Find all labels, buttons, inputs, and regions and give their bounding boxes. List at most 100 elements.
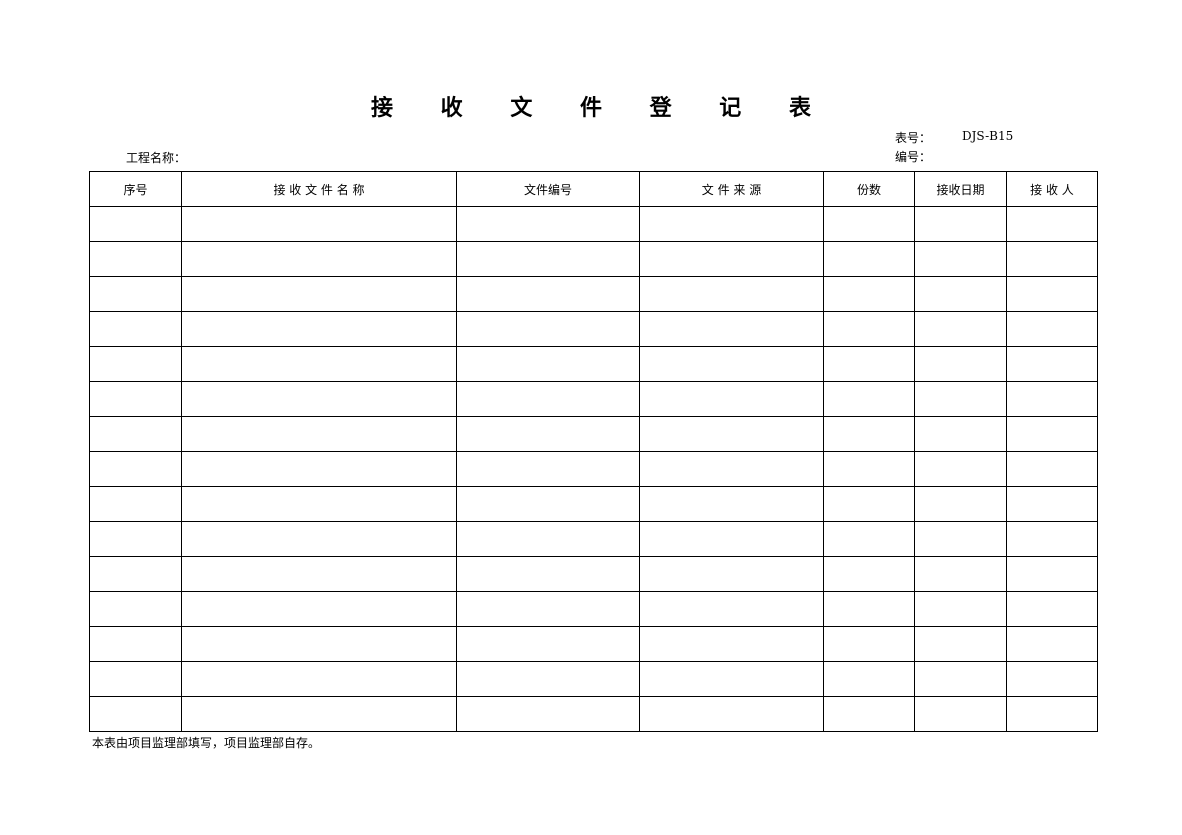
table-cell[interactable] xyxy=(89,451,182,487)
table-cell[interactable] xyxy=(639,381,824,417)
table-cell[interactable] xyxy=(181,451,457,487)
table-cell[interactable] xyxy=(1006,696,1098,732)
table-cell[interactable] xyxy=(914,556,1007,592)
table-cell[interactable] xyxy=(456,521,640,557)
table-cell[interactable] xyxy=(456,346,640,382)
table-cell[interactable] xyxy=(181,381,457,417)
table-cell[interactable] xyxy=(639,521,824,557)
table-cell[interactable] xyxy=(914,381,1007,417)
table-cell[interactable] xyxy=(639,416,824,452)
table-cell[interactable] xyxy=(181,661,457,697)
table-cell[interactable] xyxy=(89,486,182,522)
table-cell[interactable] xyxy=(823,311,915,347)
table-cell[interactable] xyxy=(914,346,1007,382)
table-cell[interactable] xyxy=(639,311,824,347)
table-cell[interactable] xyxy=(823,241,915,277)
table-cell[interactable] xyxy=(639,451,824,487)
table-cell[interactable] xyxy=(1006,591,1098,627)
table-cell[interactable] xyxy=(89,661,182,697)
table-cell[interactable] xyxy=(914,276,1007,312)
table-cell[interactable] xyxy=(823,486,915,522)
table-cell[interactable] xyxy=(181,521,457,557)
table-cell[interactable] xyxy=(823,521,915,557)
table-cell[interactable] xyxy=(1006,521,1098,557)
table-cell[interactable] xyxy=(639,626,824,662)
table-cell[interactable] xyxy=(456,311,640,347)
table-cell[interactable] xyxy=(181,696,457,732)
table-cell[interactable] xyxy=(1006,416,1098,452)
table-cell[interactable] xyxy=(181,416,457,452)
table-cell[interactable] xyxy=(639,591,824,627)
table-cell[interactable] xyxy=(1006,486,1098,522)
table-cell[interactable] xyxy=(914,696,1007,732)
table-cell[interactable] xyxy=(89,381,182,417)
table-cell[interactable] xyxy=(639,556,824,592)
table-cell[interactable] xyxy=(1006,346,1098,382)
table-cell[interactable] xyxy=(914,451,1007,487)
table-cell[interactable] xyxy=(1006,661,1098,697)
table-cell[interactable] xyxy=(456,556,640,592)
table-cell[interactable] xyxy=(823,206,915,242)
table-cell[interactable] xyxy=(823,591,915,627)
table-cell[interactable] xyxy=(89,206,182,242)
table-cell[interactable] xyxy=(89,521,182,557)
table-cell[interactable] xyxy=(456,206,640,242)
table-cell[interactable] xyxy=(823,346,915,382)
table-cell[interactable] xyxy=(456,486,640,522)
table-cell[interactable] xyxy=(823,381,915,417)
table-cell[interactable] xyxy=(181,241,457,277)
table-cell[interactable] xyxy=(823,276,915,312)
table-cell[interactable] xyxy=(914,311,1007,347)
table-cell[interactable] xyxy=(1006,311,1098,347)
table-cell[interactable] xyxy=(823,626,915,662)
table-cell[interactable] xyxy=(181,626,457,662)
table-cell[interactable] xyxy=(456,416,640,452)
table-cell[interactable] xyxy=(89,416,182,452)
table-cell[interactable] xyxy=(181,486,457,522)
table-cell[interactable] xyxy=(89,626,182,662)
table-cell[interactable] xyxy=(89,556,182,592)
table-cell[interactable] xyxy=(914,206,1007,242)
table-cell[interactable] xyxy=(1006,276,1098,312)
table-cell[interactable] xyxy=(1006,241,1098,277)
table-cell[interactable] xyxy=(456,696,640,732)
table-cell[interactable] xyxy=(1006,626,1098,662)
table-cell[interactable] xyxy=(639,661,824,697)
table-cell[interactable] xyxy=(823,556,915,592)
table-cell[interactable] xyxy=(914,591,1007,627)
table-cell[interactable] xyxy=(181,206,457,242)
table-cell[interactable] xyxy=(89,311,182,347)
table-cell[interactable] xyxy=(914,626,1007,662)
table-cell[interactable] xyxy=(639,346,824,382)
table-cell[interactable] xyxy=(823,661,915,697)
table-cell[interactable] xyxy=(456,241,640,277)
table-cell[interactable] xyxy=(456,451,640,487)
table-cell[interactable] xyxy=(456,661,640,697)
table-cell[interactable] xyxy=(639,276,824,312)
table-cell[interactable] xyxy=(639,696,824,732)
table-cell[interactable] xyxy=(914,416,1007,452)
table-cell[interactable] xyxy=(456,626,640,662)
table-cell[interactable] xyxy=(914,661,1007,697)
table-cell[interactable] xyxy=(823,416,915,452)
table-cell[interactable] xyxy=(823,451,915,487)
table-cell[interactable] xyxy=(89,591,182,627)
table-cell[interactable] xyxy=(89,241,182,277)
table-cell[interactable] xyxy=(181,591,457,627)
table-cell[interactable] xyxy=(1006,381,1098,417)
table-cell[interactable] xyxy=(914,486,1007,522)
table-cell[interactable] xyxy=(639,206,824,242)
table-cell[interactable] xyxy=(1006,206,1098,242)
table-cell[interactable] xyxy=(89,696,182,732)
table-cell[interactable] xyxy=(639,241,824,277)
table-cell[interactable] xyxy=(89,276,182,312)
table-cell[interactable] xyxy=(181,276,457,312)
table-cell[interactable] xyxy=(181,311,457,347)
table-cell[interactable] xyxy=(1006,556,1098,592)
table-cell[interactable] xyxy=(914,521,1007,557)
table-cell[interactable] xyxy=(456,591,640,627)
table-cell[interactable] xyxy=(181,556,457,592)
table-cell[interactable] xyxy=(456,276,640,312)
table-cell[interactable] xyxy=(89,346,182,382)
table-cell[interactable] xyxy=(1006,451,1098,487)
